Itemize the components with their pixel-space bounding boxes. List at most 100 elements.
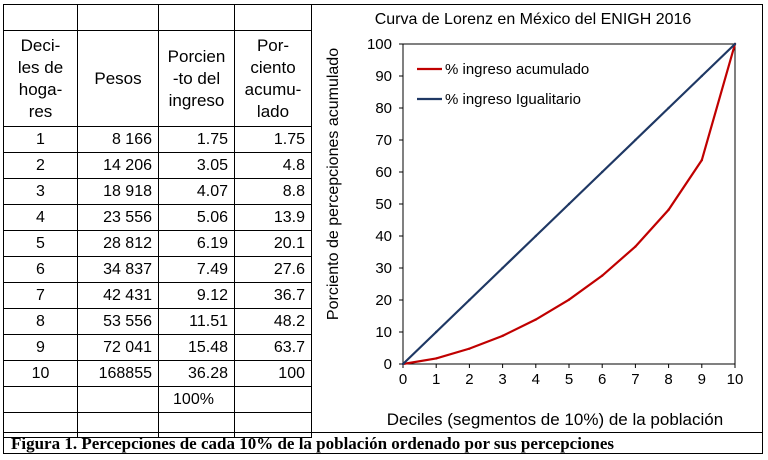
data-point (667, 208, 670, 211)
table-row: 4 23 556 5.06 13.9 (3, 204, 312, 231)
data-point (534, 318, 537, 321)
lorenz-chart: Curva de Lorenz en México del ENIGH 2016… (325, 11, 744, 429)
header-deciles: Deci-les de hoga-res (3, 30, 78, 127)
y-tick-label: 50 (375, 196, 392, 213)
table-cell: 63.7 (234, 334, 312, 361)
table-row (3, 4, 312, 31)
table-row: 3 18 918 4.07 8.8 (3, 178, 312, 205)
table-cell: 6 (3, 256, 78, 283)
header-acumulado: Por-ciento acumu-lado (234, 30, 312, 127)
chart-title: Curva de Lorenz en México del ENIGH 2016 (375, 11, 692, 28)
table-row: 8 53 556 11.51 48.2 (3, 308, 312, 335)
table-cell: 4 (3, 204, 78, 231)
legend-label-2: % ingreso Igualitario (445, 91, 581, 108)
x-tick-label: 4 (532, 371, 540, 388)
table-row: 5 28 812 6.19 20.1 (3, 230, 312, 257)
x-tick-label: 3 (498, 371, 506, 388)
table-cell: 23 556 (77, 204, 159, 231)
table-cell: 7.49 (158, 256, 235, 283)
data-point (700, 158, 703, 162)
table-cell: 3.05 (158, 152, 235, 179)
table-row: 6 34 837 7.49 27.6 (3, 256, 312, 283)
table-cell: 7 (3, 282, 78, 309)
y-tick-label: 30 (375, 260, 392, 277)
legend-label-1: % ingreso acumulado (445, 61, 589, 78)
y-tick-label: 20 (375, 292, 392, 309)
deciles-table: Deci-les de hoga-res Pesos Porcien -to del… (3, 4, 312, 438)
data-point (733, 42, 737, 46)
x-tick-label: 2 (465, 371, 473, 388)
table-cell: 3 (3, 178, 78, 205)
table-row: 7 42 431 9.12 36.7 (3, 282, 312, 309)
y-tick-label: 70 (375, 132, 392, 149)
table-cell: 48.2 (234, 308, 312, 335)
data-point (468, 298, 471, 302)
data-point (567, 298, 571, 301)
data-point (601, 274, 604, 277)
data-point (667, 106, 670, 110)
data-point (501, 334, 504, 338)
x-tick-label: 7 (631, 371, 639, 388)
table-cell: 8.8 (234, 178, 312, 205)
y-tick-label: 10 (375, 324, 392, 341)
table-cell: 4.8 (234, 152, 312, 179)
data-point (634, 245, 637, 248)
table-cell: 4.07 (158, 178, 235, 205)
table-cell: 5.06 (158, 204, 235, 231)
y-tick-label: 80 (375, 100, 392, 117)
x-tick-label: 6 (598, 371, 606, 388)
table-row: 2 14 206 3.05 4.8 (3, 152, 312, 179)
table-cell: 10 (3, 360, 78, 387)
data-point (501, 266, 504, 270)
table-cell: 9 (3, 334, 78, 361)
y-tick-label: 0 (384, 356, 392, 373)
table-cell: 13.9 (234, 204, 312, 231)
table-cell: 168855 (77, 360, 159, 387)
table-header-row: Deci-les de hoga-res Pesos Porcien -to del… (3, 30, 312, 127)
table-cell: 42 431 (77, 282, 159, 309)
table-cell: 8 166 (77, 126, 159, 153)
x-tick-label: 9 (698, 371, 706, 388)
total-percent: 100% (158, 386, 235, 413)
data-point (534, 234, 537, 238)
data-point (567, 202, 571, 206)
x-tick-label: 0 (399, 371, 407, 388)
table-cell: 1 (3, 126, 78, 153)
chart-area: Curva de Lorenz en México del ENIGH 2016… (311, 4, 763, 432)
table-cell: 27.6 (234, 256, 312, 283)
table-cell: 53 556 (77, 308, 159, 335)
table-cell: 11.51 (158, 308, 235, 335)
table-cell: 2 (3, 152, 78, 179)
table-row (3, 412, 312, 438)
table-row: 100% (3, 386, 312, 413)
table-cell: 1.75 (158, 126, 235, 153)
table-cell: 15.48 (158, 334, 235, 361)
table-cell: 9.12 (158, 282, 235, 309)
table-row: 9 72 041 15.48 63.7 (3, 334, 312, 361)
data-point (601, 170, 604, 174)
figure-caption: Figura 1. Percepciones de cada 10% de la… (3, 432, 763, 454)
y-axis-label: Porciento de percepciones acumulado (325, 48, 342, 320)
y-tick-label: 60 (375, 164, 392, 181)
data-point (435, 330, 438, 334)
data-point (435, 357, 438, 360)
table-cell: 5 (3, 230, 78, 257)
y-tick-label: 90 (375, 68, 392, 85)
table-cell: 20.1 (234, 230, 312, 257)
table-cell: 1.75 (234, 126, 312, 153)
data-point (700, 74, 703, 78)
data-point (634, 138, 637, 142)
x-axis-label: Deciles (segmentos de 10%) de la poblaci… (387, 410, 723, 429)
table-cell: 100 (234, 360, 312, 387)
x-tick-label: 10 (727, 371, 744, 388)
data-point (468, 347, 471, 350)
header-pesos: Pesos (77, 30, 159, 127)
table-cell: 34 837 (77, 256, 159, 283)
data-point (401, 362, 405, 366)
table-cell: 36.28 (158, 360, 235, 387)
x-tick-label: 1 (432, 371, 440, 388)
table-cell: 72 041 (77, 334, 159, 361)
table-cell: 18 918 (77, 178, 159, 205)
x-tick-label: 5 (565, 371, 573, 388)
